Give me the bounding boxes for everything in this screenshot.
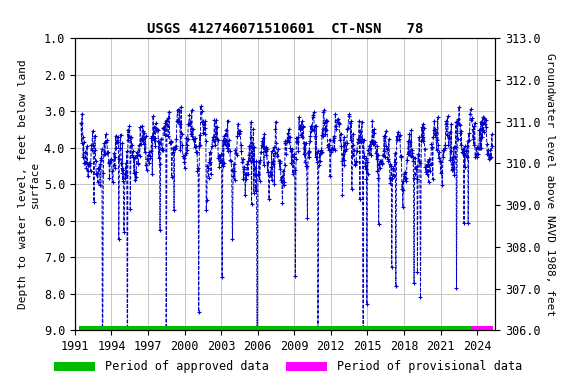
Y-axis label: Groundwater level above NAVD 1988, feet: Groundwater level above NAVD 1988, feet xyxy=(545,53,555,316)
Bar xyxy=(78,326,472,330)
Legend: Period of approved data, Period of provisional data: Period of approved data, Period of provi… xyxy=(49,356,527,378)
Title: USGS 412746071510601  CT-NSN   78: USGS 412746071510601 CT-NSN 78 xyxy=(147,22,423,36)
Y-axis label: Depth to water level, feet below land
surface: Depth to water level, feet below land su… xyxy=(18,60,40,309)
Bar xyxy=(472,326,493,330)
